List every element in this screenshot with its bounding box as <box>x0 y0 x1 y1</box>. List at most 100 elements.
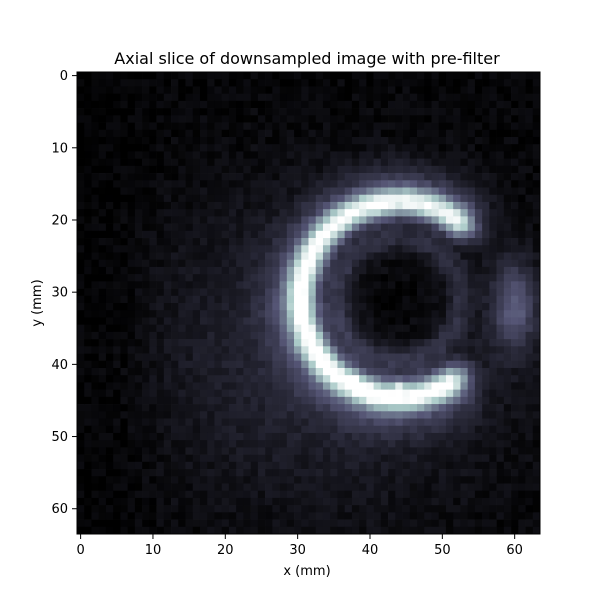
heatmap-cell <box>301 490 309 499</box>
heatmap-cell <box>424 418 432 427</box>
heatmap-cell <box>279 382 288 390</box>
heatmap-cell <box>467 144 476 152</box>
heatmap-cell <box>366 122 374 131</box>
heatmap-cell <box>250 100 259 109</box>
heatmap-cell <box>511 367 519 376</box>
heatmap-cell <box>351 259 360 268</box>
heatmap-cell <box>496 230 505 239</box>
heatmap-cell <box>388 497 396 506</box>
heatmap-cell <box>395 476 403 484</box>
heatmap-cell <box>250 353 259 362</box>
heatmap-cell <box>330 512 338 520</box>
heatmap-cell <box>163 266 172 275</box>
heatmap-cell <box>294 454 302 463</box>
heatmap-cell <box>431 173 440 181</box>
heatmap-cell <box>344 151 353 159</box>
heatmap-cell <box>337 375 346 383</box>
heatmap-cell <box>134 483 143 492</box>
heatmap-cell <box>518 317 526 326</box>
heatmap-cell <box>142 129 150 138</box>
heatmap-cell <box>453 411 461 419</box>
heatmap-cell <box>417 396 425 405</box>
heatmap-cell <box>467 252 476 261</box>
heatmap-cell <box>380 295 389 304</box>
heatmap-cell <box>294 497 302 506</box>
heatmap-cell <box>308 223 317 232</box>
heatmap-cell <box>503 187 512 196</box>
heatmap-cell <box>366 158 374 167</box>
heatmap-cell <box>525 396 534 405</box>
heatmap-cell <box>192 360 201 369</box>
heatmap-cell <box>178 440 186 448</box>
heatmap-cell <box>467 418 476 427</box>
heatmap-cell <box>402 454 411 463</box>
heatmap-cell <box>525 223 534 232</box>
heatmap-cell <box>395 180 403 188</box>
heatmap-cell <box>503 375 512 383</box>
heatmap-cell <box>171 461 179 470</box>
heatmap-cell <box>120 165 128 174</box>
heatmap-cell <box>221 346 230 354</box>
heatmap-cell <box>265 367 273 376</box>
heatmap-cell <box>105 201 114 210</box>
heatmap-cell <box>214 331 223 340</box>
heatmap-cell <box>236 86 244 95</box>
heatmap-cell <box>199 483 208 492</box>
heatmap-cell <box>330 165 338 174</box>
heatmap-cell <box>532 165 541 174</box>
heatmap-cell <box>525 375 534 383</box>
heatmap-cell <box>482 187 490 196</box>
heatmap-cell <box>301 201 309 210</box>
heatmap-cell <box>525 418 534 427</box>
heatmap-cell <box>286 281 295 289</box>
heatmap-cell <box>286 180 295 188</box>
heatmap-cell <box>84 476 92 484</box>
heatmap-cell <box>518 100 526 109</box>
heatmap-cell <box>91 367 100 376</box>
heatmap-cell <box>308 440 317 448</box>
heatmap-cell <box>453 100 461 109</box>
heatmap-cell <box>532 389 541 398</box>
heatmap-cell <box>402 526 411 535</box>
heatmap-cell <box>250 144 259 152</box>
heatmap-cell <box>98 115 107 123</box>
heatmap-cell <box>127 375 136 383</box>
heatmap-cell <box>113 353 121 362</box>
heatmap-cell <box>142 79 150 87</box>
heatmap-cell <box>265 382 273 390</box>
heatmap-cell <box>120 238 128 246</box>
heatmap-cell <box>163 122 172 131</box>
heatmap-cell <box>330 238 338 246</box>
heatmap-cell <box>142 490 150 499</box>
heatmap-cell <box>424 187 432 196</box>
heatmap-cell <box>482 505 490 513</box>
heatmap-cell <box>395 274 403 282</box>
heatmap-cell <box>243 382 251 390</box>
heatmap-cell <box>286 238 295 246</box>
heatmap-cell <box>163 512 172 520</box>
heatmap-cell <box>272 194 280 203</box>
heatmap-cell <box>286 418 295 427</box>
heatmap-cell <box>337 324 346 333</box>
heatmap-cell <box>351 72 360 80</box>
heatmap-cell <box>207 223 215 232</box>
heatmap-cell <box>395 245 403 253</box>
heatmap-cell <box>192 382 201 390</box>
heatmap-cell <box>496 310 505 318</box>
heatmap-cell <box>431 469 440 477</box>
heatmap-cell <box>294 303 302 311</box>
heatmap-cell <box>417 151 425 159</box>
heatmap-cell <box>199 281 208 289</box>
heatmap-cell <box>279 303 288 311</box>
heatmap-cell <box>489 223 497 232</box>
heatmap-cell <box>337 483 346 492</box>
heatmap-cell <box>359 100 367 109</box>
y-axis-label: y (mm) <box>30 279 45 326</box>
heatmap-cell <box>445 173 454 181</box>
heatmap-cell <box>113 230 121 239</box>
heatmap-cell <box>236 353 244 362</box>
heatmap-cell <box>489 425 497 434</box>
heatmap-cell <box>113 180 121 188</box>
heatmap-cell <box>163 360 172 369</box>
heatmap-cell <box>308 519 317 528</box>
